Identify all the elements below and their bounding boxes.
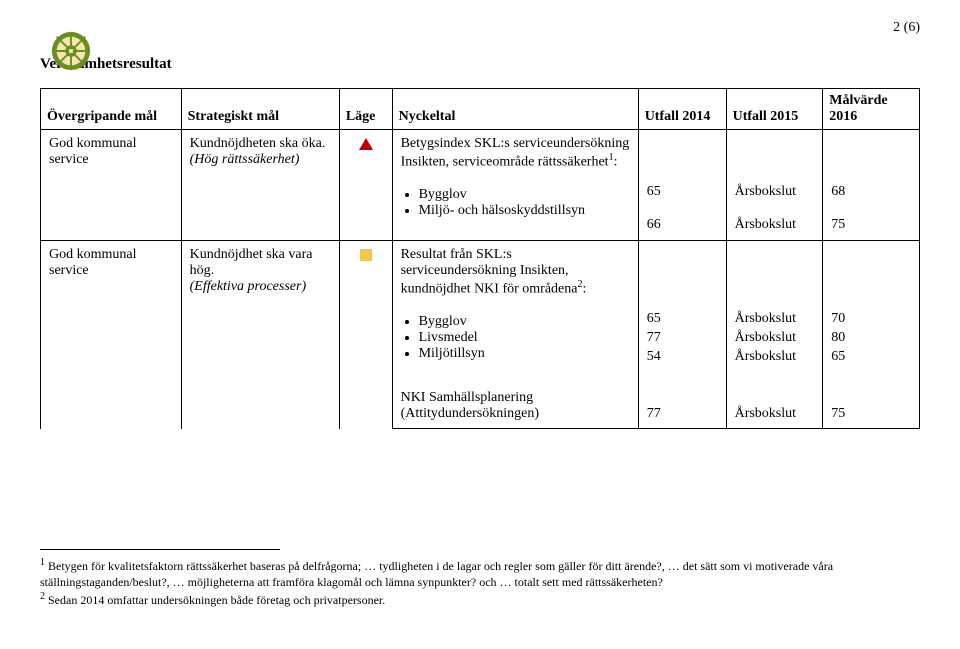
square-yellow-icon (360, 249, 372, 261)
val: 75 (831, 406, 911, 422)
cell-nyck-bullets: Bygglov Livsmedel Miljötillsyn (392, 304, 638, 374)
val: 65 (831, 348, 911, 367)
val (831, 390, 911, 406)
bullet: Bygglov (419, 314, 630, 330)
table-row: God kommunal service Kundnöjdheten ska ö… (41, 130, 920, 177)
val: 75 (831, 216, 911, 235)
cell-mal: 70 80 65 (823, 304, 920, 374)
results-table: Övergripande mål Strategiskt mål Läge Ny… (40, 88, 920, 429)
col-mal: Målvärde 2016 (823, 89, 920, 130)
footnote-2: 2 Sedan 2014 omfattar undersökningen båd… (40, 590, 900, 608)
val (647, 202, 718, 216)
val: Årsbokslut (735, 329, 815, 348)
val: 65 (647, 183, 718, 202)
colon: : (582, 282, 586, 297)
f2-text: Sedan 2014 omfattar undersökningen både … (45, 593, 385, 607)
col-strat: Strategiskt mål (181, 89, 339, 130)
val: Årsbokslut (735, 310, 815, 329)
nyck-intro: Betygsindex SKL:s serviceundersökning In… (401, 136, 630, 170)
cell-u15: Årsbokslut Årsbokslut (726, 177, 823, 241)
table-row: God kommunal service Kundnöjdhet ska var… (41, 241, 920, 304)
val (647, 390, 718, 406)
bullet: Bygglov (419, 187, 630, 203)
strat-text: Kundnöjdheten ska öka. (190, 136, 326, 151)
cell-u14: 77 (638, 374, 726, 429)
val (735, 202, 815, 216)
footnote-separator (40, 549, 280, 550)
cell-u15 (726, 241, 823, 304)
col-u14: Utfall 2014 (638, 89, 726, 130)
val (831, 202, 911, 216)
page-number: 2 (6) (40, 20, 920, 36)
cell-strat: Kundnöjdhet ska vara hög. (Effektiva pro… (181, 241, 339, 429)
col-lage: Läge (339, 89, 392, 130)
val: Årsbokslut (735, 216, 815, 235)
cell-over: God kommunal service (41, 241, 182, 429)
cell-nyck-bullets: Bygglov Miljö- och hälsoskyddstillsyn (392, 177, 638, 241)
cell-u14 (638, 130, 726, 177)
footnote-1: 1 Betygen för kvalitetsfaktorn rättssäke… (40, 556, 900, 590)
f1-text: Betygen för kvalitetsfaktorn rättssäkerh… (40, 559, 833, 589)
cell-strat: Kundnöjdheten ska öka. (Hög rättssäkerhe… (181, 130, 339, 241)
bullet: Miljö- och hälsoskyddstillsyn (419, 203, 630, 219)
col-nyck: Nyckeltal (392, 89, 638, 130)
cell-u15 (726, 130, 823, 177)
val: 77 (647, 329, 718, 348)
val: 80 (831, 329, 911, 348)
col-u15: Utfall 2015 (726, 89, 823, 130)
strat-text: Kundnöjdhet ska vara hög. (190, 247, 313, 278)
cell-mal: 75 (823, 374, 920, 429)
table-header-row: Övergripande mål Strategiskt mål Läge Ny… (41, 89, 920, 130)
val: 54 (647, 348, 718, 367)
cell-mal: 68 75 (823, 177, 920, 241)
cell-u14: 65 66 (638, 177, 726, 241)
nki-text: NKI Samhällsplanering (Attitydundersökni… (401, 390, 539, 421)
footnotes: 1 Betygen för kvalitetsfaktorn rättssäke… (40, 556, 900, 609)
logo (50, 30, 92, 77)
strat-note: (Effektiva processer) (190, 279, 307, 294)
val: 77 (647, 406, 718, 422)
cell-u15: Årsbokslut (726, 374, 823, 429)
val: Årsbokslut (735, 348, 815, 367)
cell-lage (339, 241, 392, 429)
triangle-up-icon (359, 138, 373, 150)
nyck-intro: Resultat från SKL:s serviceundersökning … (401, 247, 578, 297)
val: Årsbokslut (735, 406, 815, 422)
val: Årsbokslut (735, 183, 815, 202)
strat-note: (Hög rättssäkerhet) (190, 152, 300, 167)
cell-nyck-nki: NKI Samhällsplanering (Attitydundersökni… (392, 374, 638, 429)
val: 65 (647, 310, 718, 329)
cell-u14: 65 77 54 (638, 304, 726, 374)
cell-nyck: Betygsindex SKL:s serviceundersökning In… (392, 130, 638, 177)
col-over: Övergripande mål (41, 89, 182, 130)
val: 68 (831, 183, 911, 202)
cell-mal (823, 130, 920, 177)
cell-u15: Årsbokslut Årsbokslut Årsbokslut (726, 304, 823, 374)
cell-nyck: Resultat från SKL:s serviceundersökning … (392, 241, 638, 304)
cell-lage (339, 130, 392, 241)
cell-over: God kommunal service (41, 130, 182, 241)
cell-mal (823, 241, 920, 304)
val (735, 390, 815, 406)
bullet: Livsmedel (419, 330, 630, 346)
val: 70 (831, 310, 911, 329)
section-title: Verksamhetsresultat (40, 56, 920, 73)
colon: : (614, 155, 618, 170)
cell-u14 (638, 241, 726, 304)
val: 66 (647, 216, 718, 235)
bullet: Miljötillsyn (419, 346, 630, 362)
